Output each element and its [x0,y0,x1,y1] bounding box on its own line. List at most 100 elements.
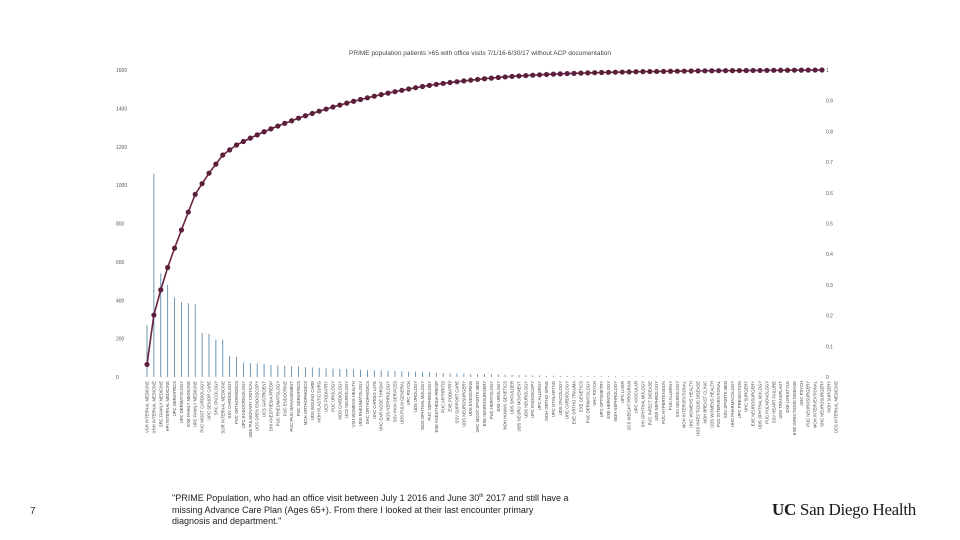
bar [332,368,334,377]
cumulative-point [578,70,584,76]
category-label: UHC MOOT SPORTS MED [475,381,480,433]
cumulative-point [357,96,364,103]
cumulative-point [626,69,632,75]
category-label: UDS UROLOGY [413,381,418,412]
left-tick-label: 1600 [116,68,127,74]
cumulative-point [385,90,391,96]
cumulative-point [488,75,494,81]
cumulative-point [344,100,350,106]
category-label: SRC FAMILY MEDICINE [158,381,163,427]
cumulative-point [399,87,405,93]
category-label: PUC GERIATRICS [296,381,301,416]
category-label: SSV PAIN SERVICES [392,381,397,422]
right-tick-label: 0.5 [826,222,833,228]
category-label: MOH PLASTIC SURG [317,381,322,423]
bar [635,376,637,377]
cumulative-point [516,73,522,79]
cumulative-point [537,72,543,78]
category-label: UHC WOMENS HEALTH [689,381,694,428]
cumulative-point [640,69,646,75]
category-label: UDS WOMENS HEALTH [709,381,714,428]
slide-number: 7 [30,506,36,517]
cumulative-point [702,68,708,74]
cumulative-point [309,110,315,117]
cumulative-point [185,209,191,215]
cumulative-point [598,69,605,76]
bar [539,375,541,377]
bar [222,339,224,377]
category-label: EXE NEUROSURGERY [482,381,487,427]
left-tick-label: 0 [116,375,119,381]
category-label: VSH INTERNAL MEDICINE [145,381,150,433]
right-axis-ticks: 0 0.1 0.2 0.3 0.4 0.5 0.6 0.7 0.8 0.9 1 [826,68,833,381]
cumulative-point [564,70,570,77]
category-label: EXE GENETICS [578,381,583,412]
cumulative-point [716,68,722,74]
category-label: PUC ORTHOPAEDICS [234,381,239,424]
uc-san-diego-health-logo: UC San Diego Health [772,500,916,520]
category-label: UPC OTOLARYNG [551,381,556,417]
category-label: PUC MOOT CARDIOLOGY [200,381,205,433]
cumulative-point [543,71,550,78]
cumulative-point [688,68,694,74]
right-tick-label: 0.6 [826,191,833,197]
cumulative-point [447,79,453,86]
cumulative-point [289,118,295,124]
cumulative-point [605,69,612,75]
cumulative-point [502,74,508,80]
category-label: MOH INTERVENTIONAL [682,380,687,428]
bar [263,363,265,377]
left-tick-label: 800 [116,222,125,228]
bar [470,373,472,377]
category-label: PUC INTERVENTIONAL [716,380,721,427]
category-label: PUC ALLERGY [668,381,673,410]
bar [463,373,465,377]
category-label: UPC ALLERGY [537,381,542,410]
category-label: UPC DERMATOLOGY [179,381,184,423]
category-label: UDS NEURO MOVEMENT [516,381,521,432]
right-tick-label: 0.2 [826,314,833,320]
cumulative-point [468,77,474,83]
category-label: PUC NEUROSURGERY [806,381,811,427]
left-axis-ticks: 0 200 400 600 800 1000 1200 1400 1600 [116,68,127,381]
right-tick-label: 0.4 [826,252,833,258]
cumulative-point [805,67,811,73]
bar [573,376,575,377]
cumulative-point [419,83,426,90]
bar [490,374,492,377]
category-label: UHC PSYCH [799,381,804,406]
bar [497,374,499,377]
bar [408,371,410,377]
bar [394,371,396,377]
category-label: UDS ONCOLOGY [558,381,563,415]
category-label: SHC NEUROSURGERY [820,381,825,427]
cumulative-point [227,147,233,153]
cumulative-point [261,129,267,135]
bar [449,373,451,377]
bar [608,376,609,377]
category-label: UPC PSYCH [406,381,411,405]
category-label: UDS RHEUMATOLOGY [358,381,363,426]
bar [318,367,320,377]
bar [208,333,210,377]
cumulative-point [778,67,784,73]
category-label: UHH INTERNAL MEDICINE [151,381,156,434]
category-label: SHI OPHTHALMOLOGY [640,381,645,428]
category-label: MOH INTERVENTIONAL [813,380,818,428]
category-label: UDS SHOULDER [510,381,515,414]
category-label: UPC VASCULAR [634,381,639,413]
category-label: SHC ORTHOPAEDICS [365,381,370,424]
bar [566,375,568,377]
bar [380,370,382,377]
cumulative-point [481,76,488,82]
cumulative-point [268,126,274,132]
category-label: MOH ORTHO SPINE [544,381,549,421]
cumulative-point [192,191,198,197]
bar [298,366,299,377]
cumulative-point [247,135,253,141]
cumulative-point [220,152,226,158]
bar [346,368,348,377]
cumulative-point [240,138,247,145]
cumulative-point [585,70,591,76]
bar [160,273,162,377]
